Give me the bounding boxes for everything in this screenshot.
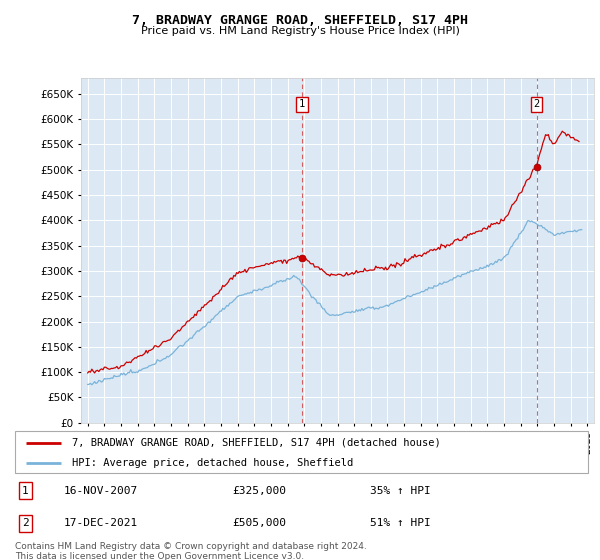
Text: 7, BRADWAY GRANGE ROAD, SHEFFIELD, S17 4PH: 7, BRADWAY GRANGE ROAD, SHEFFIELD, S17 4… [132, 14, 468, 27]
Text: 51% ↑ HPI: 51% ↑ HPI [370, 519, 431, 529]
Text: 17-DEC-2021: 17-DEC-2021 [64, 519, 138, 529]
Text: £505,000: £505,000 [233, 519, 287, 529]
Text: 1: 1 [299, 99, 305, 109]
Text: Contains HM Land Registry data © Crown copyright and database right 2024.
This d: Contains HM Land Registry data © Crown c… [15, 542, 367, 560]
Text: 16-NOV-2007: 16-NOV-2007 [64, 486, 138, 496]
Text: Price paid vs. HM Land Registry's House Price Index (HPI): Price paid vs. HM Land Registry's House … [140, 26, 460, 36]
Text: £325,000: £325,000 [233, 486, 287, 496]
Text: 35% ↑ HPI: 35% ↑ HPI [370, 486, 431, 496]
FancyBboxPatch shape [15, 431, 588, 473]
Text: 2: 2 [22, 519, 29, 529]
Text: 2: 2 [533, 99, 540, 109]
Text: HPI: Average price, detached house, Sheffield: HPI: Average price, detached house, Shef… [73, 458, 353, 468]
Text: 7, BRADWAY GRANGE ROAD, SHEFFIELD, S17 4PH (detached house): 7, BRADWAY GRANGE ROAD, SHEFFIELD, S17 4… [73, 438, 441, 448]
Text: 1: 1 [22, 486, 29, 496]
